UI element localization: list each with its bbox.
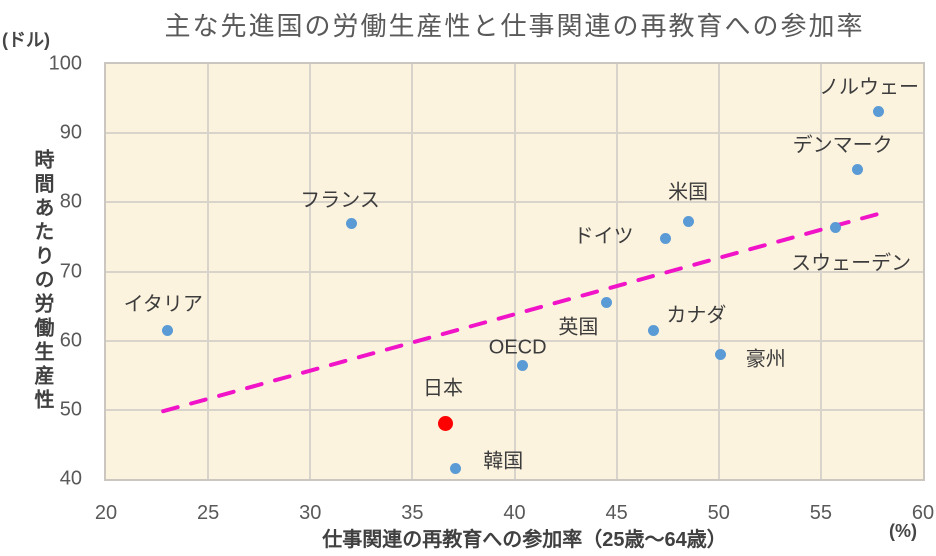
x-tick-label: 40 [503,502,526,524]
y-tick-label: 40 [59,467,82,490]
data-point-label: スウェーデン [791,252,912,275]
x-axis-unit-label: (%) [889,521,917,541]
data-point [449,463,461,475]
y-axis-unit-label: (ドル) [2,30,50,50]
data-point-label: カナダ [666,304,727,327]
data-point-label: ノルウェー [819,76,920,99]
data-point-label: ドイツ [573,225,634,248]
data-point-label: 米国 [668,181,709,204]
y-axis-title: 時間あたりの労働生産性 [31,149,53,413]
data-point-label: 韓国 [483,450,524,473]
data-point [715,349,727,360]
data-point-label: OECD [488,336,547,359]
gridline-horizontal [106,201,923,204]
data-point [829,222,841,234]
gridline-horizontal [106,132,923,135]
data-point-label: 英国 [558,316,599,339]
data-point [647,324,659,336]
x-tick-label: 35 [401,502,424,524]
data-point [345,217,357,229]
data-point [872,106,884,118]
y-tick-label: 60 [59,329,82,352]
x-tick-label: 55 [809,502,832,524]
data-point-label: フランス [300,189,380,212]
y-tick-label: 80 [59,190,82,213]
data-point [437,416,453,432]
x-tick-label: 25 [197,502,220,524]
chart-title: 主な先進国の労働生産性と仕事関連の再教育への参加率 [164,11,865,41]
y-tick-label: 70 [59,260,82,282]
data-point [600,297,612,309]
data-point [660,233,672,245]
data-point-label: デンマーク [792,134,893,157]
x-tick-label: 30 [299,502,322,524]
data-point-label: 豪州 [745,348,786,370]
x-tick-label: 50 [707,502,730,524]
y-tick-label: 90 [59,121,82,144]
data-point-label: 日本 [423,377,464,400]
x-tick-label: 60 [911,502,935,524]
y-tick-label: 100 [48,52,82,75]
x-tick-label: 20 [94,502,118,524]
data-point [517,360,529,372]
y-tick-label: 50 [59,398,82,421]
x-axis-title: 仕事関連の再教育への参加率（25歳〜64歳） [322,529,727,551]
x-tick-label: 45 [605,502,628,524]
data-point [852,164,864,176]
data-point [682,215,694,227]
data-point [161,324,173,336]
data-point-label: イタリア [123,293,203,316]
gridline-horizontal [106,408,923,411]
plot-area: イタリア フランスドイツ 米国英国 カナダ OECD 豪州日本韓国 スウェーデン デンマーク ノ… [104,62,925,481]
